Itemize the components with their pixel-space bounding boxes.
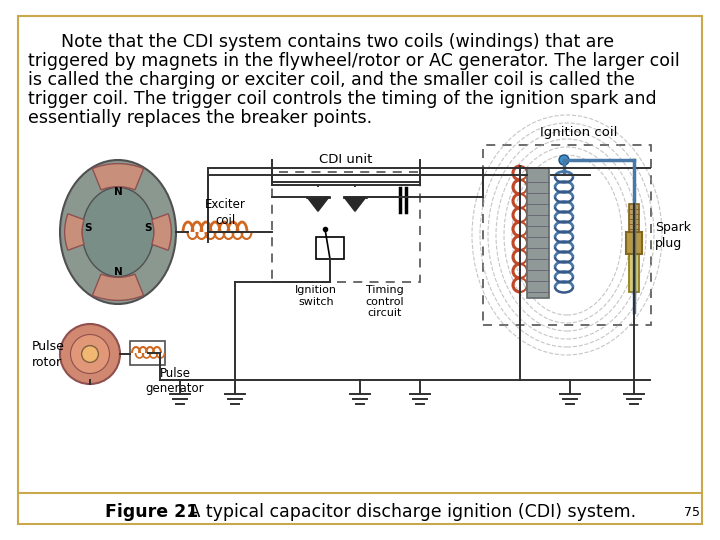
Text: essentially replaces the breaker points.: essentially replaces the breaker points.	[28, 109, 372, 127]
Text: S: S	[144, 223, 152, 233]
Text: Exciter
coil: Exciter coil	[204, 198, 246, 227]
Text: Timing
control
circuit: Timing control circuit	[366, 285, 405, 318]
Text: Spark
plug: Spark plug	[655, 220, 691, 249]
Text: S: S	[84, 223, 91, 233]
Circle shape	[81, 346, 99, 362]
Text: CDI unit: CDI unit	[319, 153, 373, 166]
Polygon shape	[307, 197, 329, 211]
Bar	[483, 145, 651, 325]
Text: Note that the CDI system contains two coils (windings) that are: Note that the CDI system contains two co…	[28, 33, 614, 51]
Bar	[527, 168, 549, 298]
Text: trigger coil. The trigger coil controls the timing of the ignition spark and: trigger coil. The trigger coil controls …	[28, 90, 657, 108]
Text: A typical capacitor discharge ignition (CDI) system.: A typical capacitor discharge ignition (…	[183, 503, 636, 521]
Bar	[629, 237, 639, 292]
Bar	[629, 204, 639, 232]
Bar	[130, 341, 165, 365]
Circle shape	[559, 155, 569, 165]
Text: Pulse
generator: Pulse generator	[145, 367, 204, 395]
Wedge shape	[152, 214, 171, 250]
Text: triggered by magnets in the flywheel/rotor or AC generator. The larger coil: triggered by magnets in the flywheel/rot…	[28, 52, 680, 70]
Text: Pulse
rotor: Pulse rotor	[32, 340, 65, 368]
Text: is called the charging or exciter coil, and the smaller coil is called the: is called the charging or exciter coil, …	[28, 71, 635, 89]
Text: Figure 21: Figure 21	[105, 503, 199, 521]
Text: 75: 75	[684, 505, 700, 518]
Ellipse shape	[82, 187, 154, 276]
Text: N: N	[114, 267, 122, 277]
Ellipse shape	[60, 160, 176, 304]
Wedge shape	[92, 164, 143, 190]
Circle shape	[60, 324, 120, 384]
Polygon shape	[344, 197, 366, 211]
Bar	[626, 232, 642, 254]
Wedge shape	[65, 214, 84, 250]
Text: Ignition coil: Ignition coil	[540, 126, 618, 139]
Bar	[316, 237, 344, 259]
Bar	[272, 172, 420, 282]
Circle shape	[71, 334, 109, 374]
Wedge shape	[92, 274, 143, 300]
Text: N: N	[114, 187, 122, 197]
Text: Ignition
switch: Ignition switch	[295, 285, 337, 307]
